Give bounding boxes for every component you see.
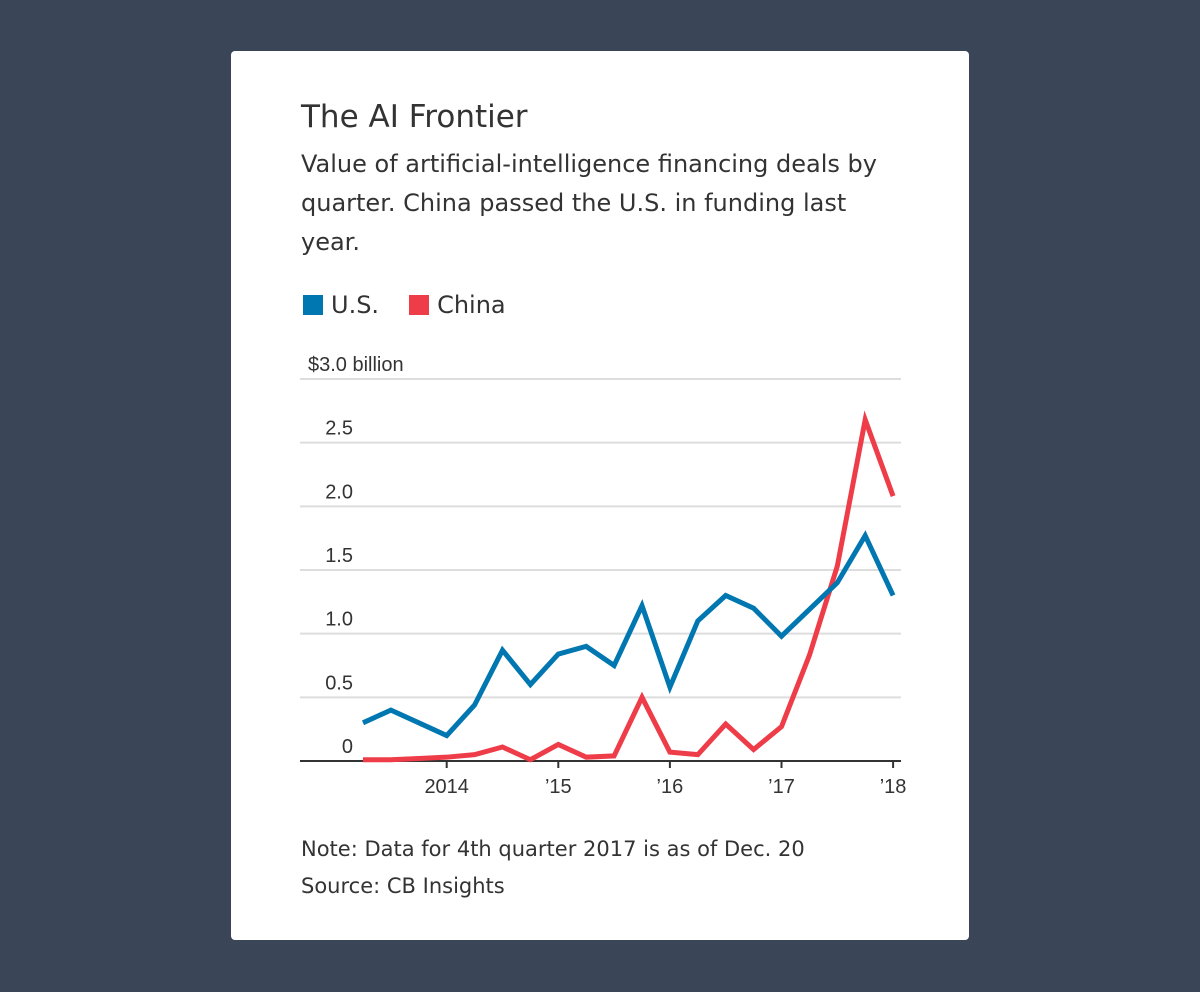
legend-item-china: China (409, 291, 506, 319)
x-tick-label: ’18 (880, 776, 907, 798)
y-tick-label: 1.5 (325, 545, 353, 567)
y-tick-label: $3.0 billion (308, 354, 404, 376)
legend-swatch-us (303, 295, 323, 315)
chart-footnote: Note: Data for 4th quarter 2017 is as of… (301, 831, 805, 905)
y-tick-label: 2.5 (325, 418, 353, 440)
y-tick-label: 0 (342, 736, 353, 758)
line-chart: 0 0.5 1.0 1.5 2.0 2.5 $3.0 billion 2014 ’15 ’16 ’1… (300, 354, 907, 798)
legend-label-china: China (437, 291, 506, 319)
chart-subtitle: Value of artificial-intelligence financi… (301, 150, 877, 256)
x-tick-label: ’15 (545, 776, 572, 798)
x-tick-label: 2014 (424, 776, 469, 798)
y-tick-label: 2.0 (325, 481, 353, 503)
series-line-china (363, 410, 896, 763)
source-text: Source: CB Insights (301, 874, 505, 898)
chart-card: The AI Frontier Value of artificial-inte… (231, 51, 969, 940)
legend-label-us: U.S. (331, 291, 380, 319)
x-tick-label: ’16 (657, 776, 684, 798)
legend-swatch-china (409, 295, 430, 315)
x-tick-label: ’17 (768, 776, 795, 798)
y-tick-label: 1.0 (325, 609, 353, 631)
series-line-us (361, 530, 896, 739)
note-text: Note: Data for 4th quarter 2017 is as of… (301, 837, 805, 861)
legend: U.S. China (303, 291, 524, 319)
legend-item-us: U.S. (303, 291, 379, 319)
y-tick-label: 0.5 (325, 672, 353, 694)
chart-title: The AI Frontier (301, 99, 528, 135)
